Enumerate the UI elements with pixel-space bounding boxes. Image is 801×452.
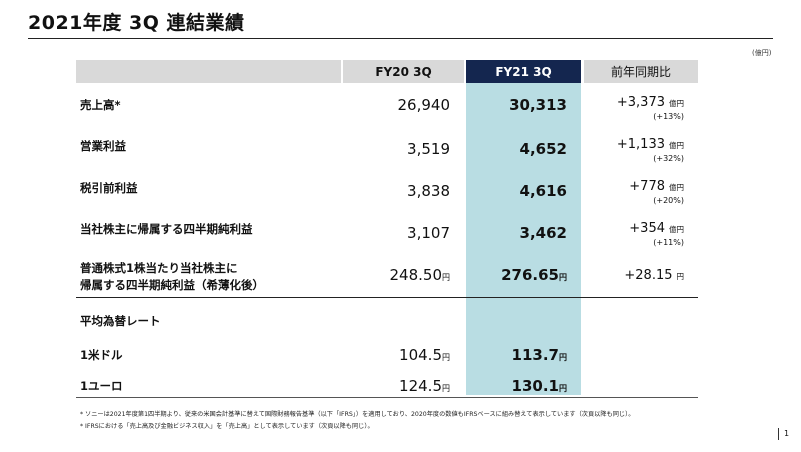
operating-income-yoy: +1,133 億円 — [616, 137, 684, 152]
title-underline — [28, 38, 773, 39]
table-bottom-rule — [76, 397, 698, 398]
row-label-net-income: 当社株主に帰属する四半期純利益 — [80, 222, 253, 236]
net-income-fy20: 3,107 — [407, 224, 450, 242]
fx-label-eur: 1ユーロ — [80, 379, 123, 393]
row-label-revenue: 売上高* — [80, 98, 121, 112]
usd-fy20: 104.5円 — [399, 346, 450, 364]
operating-income-fy20: 3,519 — [407, 140, 450, 158]
page-number: 1 — [778, 428, 789, 440]
usd-fy21: 113.7円 — [511, 346, 567, 364]
net-income-yoy-pct: (+11%) — [653, 238, 684, 247]
fx-label-usd: 1米ドル — [80, 348, 123, 362]
fx-heading: 平均為替レート — [80, 314, 161, 328]
footnote-ifrs: * ソニーは2021年度第1四半期より、従来の米国会計基準に替えて国際財務報告基… — [80, 411, 635, 418]
row-label-operating-income: 営業利益 — [80, 139, 126, 153]
footnote-revenue: * IFRSにおける「売上高及び金融ビジネス収入」を「売上高」として表示していま… — [80, 423, 374, 430]
row-label-eps-line1: 普通株式1株当たり当社株主に — [80, 261, 238, 275]
header-fy20: FY20 3Q — [343, 60, 464, 83]
header-yoy: 前年同期比 — [584, 60, 698, 83]
fy21-highlight-column — [466, 83, 581, 395]
pretax-income-yoy: +778 億円 — [629, 179, 684, 194]
revenue-yoy: +3,373 億円 — [616, 95, 684, 110]
pretax-income-fy20: 3,838 — [407, 182, 450, 200]
eps-yoy: +28.15 円 — [624, 268, 684, 283]
row-label-pretax-income: 税引前利益 — [80, 181, 138, 195]
header-blank-cell — [76, 60, 341, 83]
net-income-yoy: +354 億円 — [629, 221, 684, 236]
operating-income-yoy-pct: (+32%) — [653, 154, 684, 163]
eur-fy21: 130.1円 — [511, 377, 567, 395]
revenue-fy20: 26,940 — [397, 96, 451, 114]
revenue-fy21: 30,313 — [509, 96, 567, 114]
header-fy21: FY21 3Q — [466, 60, 581, 83]
page-title: 2021年度 3Q 連結業績 — [28, 12, 245, 34]
pretax-income-fy21: 4,616 — [519, 182, 567, 200]
pretax-income-yoy-pct: (+20%) — [653, 196, 684, 205]
row-label-eps-line2: 帰属する四半期純利益（希薄化後） — [80, 278, 264, 292]
revenue-yoy-pct: (+13%) — [653, 112, 684, 121]
eur-fy20: 124.5円 — [399, 377, 450, 395]
net-income-fy21: 3,462 — [519, 224, 567, 242]
section-separator — [76, 297, 698, 298]
operating-income-fy21: 4,652 — [519, 140, 567, 158]
eps-fy20: 248.50円 — [389, 266, 451, 284]
eps-fy21: 276.65円 — [501, 266, 567, 284]
unit-label: (億円) — [752, 49, 772, 57]
